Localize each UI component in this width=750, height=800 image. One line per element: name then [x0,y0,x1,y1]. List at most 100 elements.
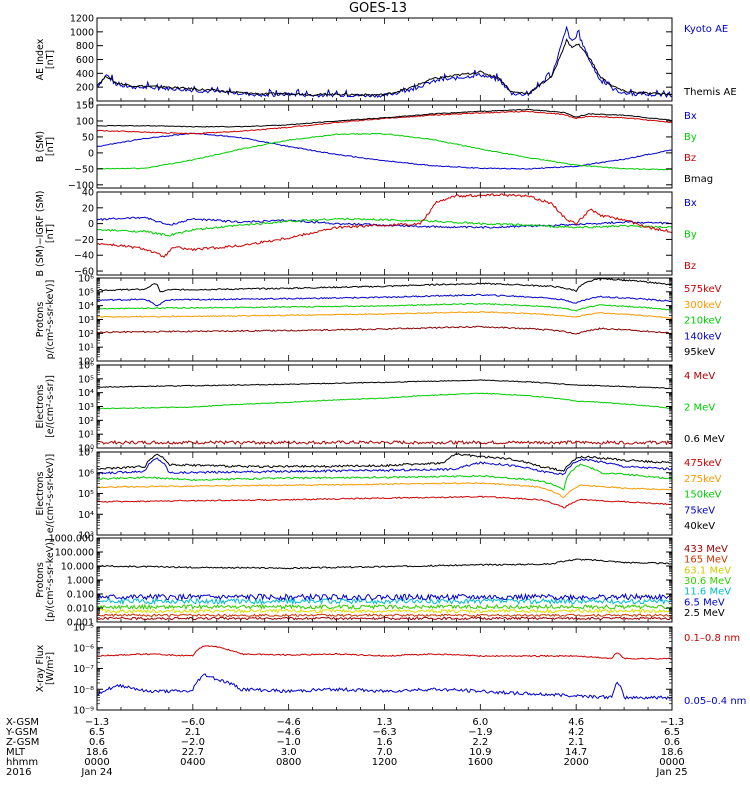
y-axis-label: B (SM)−IGRF (SM)[nT] [35,190,56,276]
legend-label: 150keV [684,490,722,501]
ephemeris-value: 6.5 [89,727,105,738]
ephemeris-value: 2.1 [185,727,201,738]
y-tick-label: −20 [74,235,94,246]
y-tick-label: 800 [76,41,94,52]
ephemeris-value: 0000 [84,757,109,768]
y-tick-label: 0.001 [67,618,94,629]
ephemeris-value: 1200 [372,757,397,768]
y-tick-label: 10⁵ [78,489,94,500]
y-tick-label: 40 [82,188,94,199]
ephemeris-value: −1.0 [277,737,301,748]
y-axis-label: Electronse/(cm²-s-sr-keV)] [35,454,56,533]
y-axis-label: Protons[p/(cm²-s-sr-keV)] [35,538,56,621]
ephemeris-row-label: X-GSM [6,717,39,728]
series-line [97,132,672,171]
series-line [97,463,672,491]
y-axis-label-line: [nT] [45,137,56,156]
legend-label: Bz [684,153,696,164]
series-group [97,278,672,335]
y-tick-label: 10⁴ [78,510,94,521]
ephemeris-row-label: MLT [6,747,26,758]
ephemeris-row-label: Z-GSM [6,737,39,748]
ephemeris-value: 10.9 [469,747,491,758]
y-axis-label-line: X-ray Flux [35,644,46,692]
legend-label: 0.1–0.8 nm [684,633,740,644]
legend-label: By [684,132,697,143]
ephemeris-value: −4.6 [277,727,301,738]
y-tick-label: 100.000 [55,548,94,559]
series-line [97,603,672,611]
y-tick-label: 600 [76,55,94,66]
legend-label: 575keV [684,284,722,295]
ephemeris-value: 14.7 [565,747,587,758]
series-line [97,217,672,237]
series-line [97,278,672,293]
y-tick-label: 10³ [78,531,94,542]
y-axis-label-line: AE Index [35,38,46,80]
series-line [97,293,672,307]
y-tick-label: 0.100 [67,590,94,601]
y-tick-label: 10² [78,416,94,427]
series-line [97,193,672,258]
y-tick-label: −100 [68,180,94,191]
y-tick-label: 10³ [78,402,94,413]
series-line [97,645,672,660]
series-line [97,325,672,335]
ephemeris-value: 6.0 [472,717,488,728]
series-line [97,302,672,312]
y-tick-label: 10⁰ [78,357,94,368]
series-line [97,482,672,499]
series-line [97,311,672,320]
y-tick-label: 0 [88,97,94,108]
y-axis-label-line: Electrons [35,384,46,428]
y-tick-label: 10⁴ [78,388,94,399]
legend-label: 210keV [684,316,722,327]
legend-label: Kyoto AE [684,24,728,35]
y-tick-label: 10⁻⁸ [73,685,94,696]
ephemeris-value: 1.6 [377,737,393,748]
ephemeris-value: 0800 [276,757,301,768]
series-group [97,25,672,99]
legend-label: 6.5 MeV [684,597,725,608]
ephemeris-value: −1.9 [468,727,492,738]
series-line [97,108,672,128]
legend-label: 0.05–0.4 nm [684,696,746,707]
y-tick-label: −60 [74,267,94,278]
ephemeris-value: 18.6 [86,747,108,758]
panel-protons_mev: 0.001 0.010 0.100 1.000 10.000 100.000 1000.00… [35,534,731,629]
ephemeris-value: 6.5 [664,727,680,738]
ephemeris-value: 4.6 [568,717,584,728]
y-tick-label: 10⁻⁹ [73,706,94,717]
series-line [97,110,672,135]
ephemeris-row-label: 2016 [6,767,31,778]
y-tick-label: 1.000 [67,576,94,587]
ephemeris-value: 2.1 [568,737,584,748]
series-group [97,558,672,621]
series-line [97,597,672,606]
legend-label: 433 MeV [684,544,728,555]
y-tick-label: 10.000 [61,562,94,573]
ephemeris-table: X-GSMY-GSMZ-GSMMLThhmm2016−1.36.50.618.6… [5,717,688,778]
series-line [97,673,672,701]
legend-label: 11.6 MeV [684,587,731,598]
ephemeris-value: 0.6 [664,737,680,748]
y-axis-label-line: p/(cm²-s-sr-keV)] [45,280,56,360]
y-axis-label-line: [nT] [45,50,56,69]
ephemeris-value: −1.3 [660,717,684,728]
y-tick-label: 10¹ [78,343,94,354]
y-axis-label-line: e/(cm²-s-sr-keV)] [45,454,56,533]
y-tick-label: 10³ [78,315,94,326]
ephemeris-value: 0400 [180,757,205,768]
series-line [97,392,672,410]
panel-electrons_kev: 10³ 10⁴ 10⁵ 10⁶ 10⁷ Electronse/(cm²-s-sr-keV)… [35,448,722,542]
ephemeris-value: 1600 [468,757,493,768]
y-tick-label: 10⁻⁵ [73,623,94,634]
y-axis-label: Protonsp/(cm²-s-sr-keV)] [35,280,56,360]
legend-label: 63.1 MeV [684,565,731,576]
panel-frame [96,537,673,623]
ephemeris-value: 18.6 [661,747,683,758]
legend-label: 2.5 MeV [684,608,725,619]
ephemeris-value: 2.2 [472,737,488,748]
